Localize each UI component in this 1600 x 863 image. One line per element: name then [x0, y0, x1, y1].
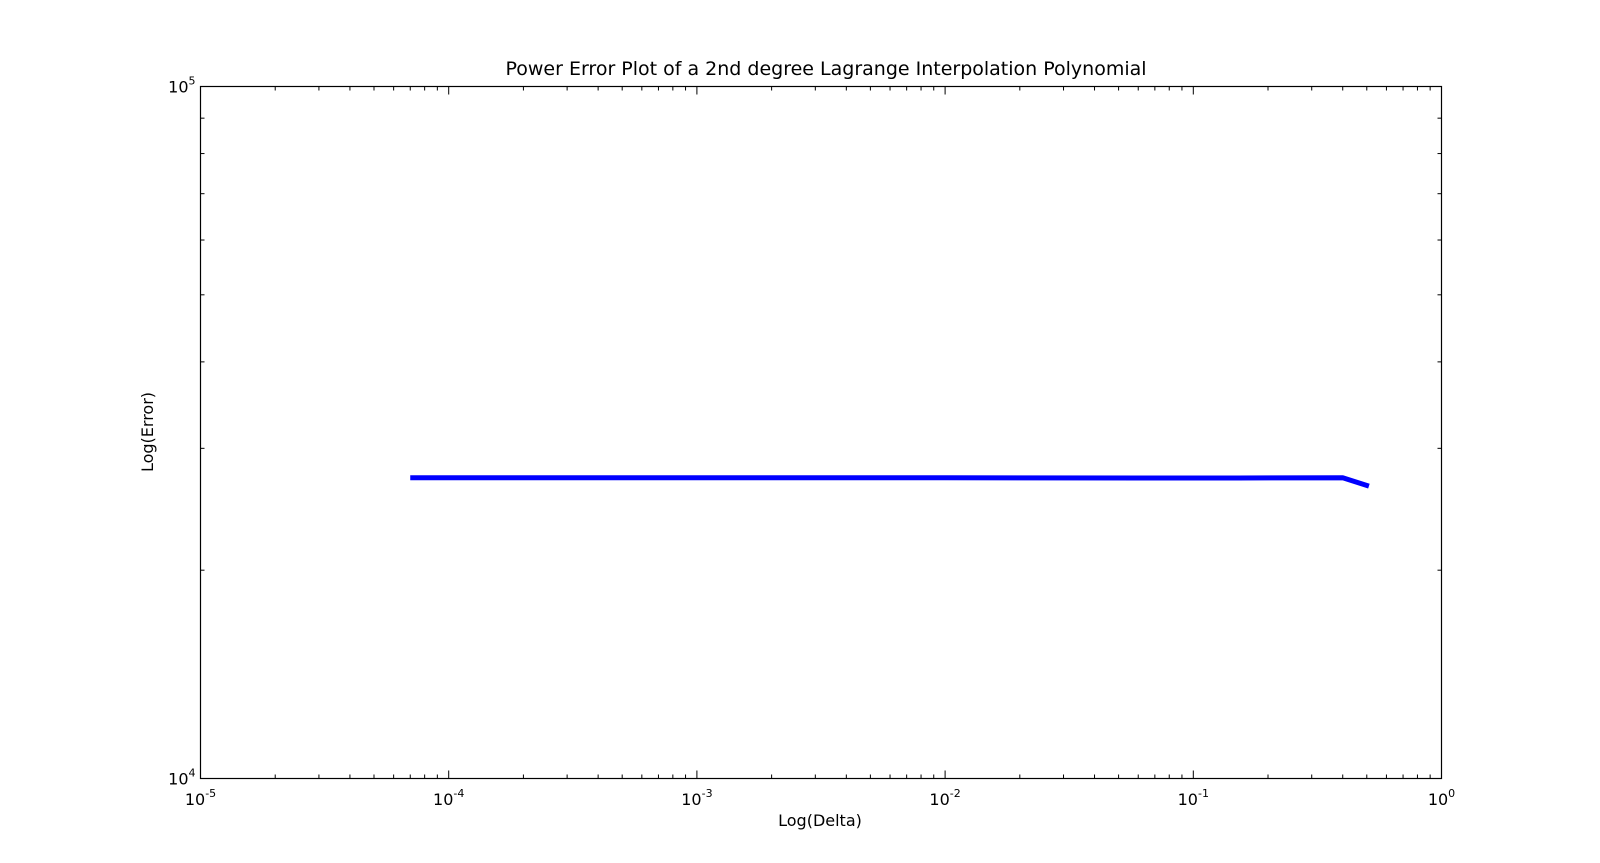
x-tick-base: 10 [433, 790, 453, 809]
x-tick-exponent: -1 [1198, 787, 1209, 800]
x-tick-exponent: -2 [950, 787, 961, 800]
x-tick-base: 10 [1428, 790, 1448, 809]
x-tick-exponent: -5 [205, 787, 216, 800]
x-tick-exponent: -3 [702, 787, 713, 800]
x-tick-label: 10-4 [433, 787, 464, 809]
x-tick-labels: 10-5 10-4 10-3 10-2 10-1 100 [185, 787, 1455, 809]
chart-title: Power Error Plot of a 2nd degree Lagrang… [505, 58, 1146, 80]
plot-frame [199, 85, 1443, 780]
series-line-0 [410, 475, 1370, 489]
x-tick-label: 10-1 [1178, 787, 1209, 809]
x-tick-label: 10-3 [681, 787, 712, 809]
y-tick-exponent: 5 [189, 75, 196, 88]
y-tick-base: 10 [168, 770, 188, 789]
x-tick-base: 10 [929, 790, 949, 809]
x-tick-base: 10 [681, 790, 701, 809]
x-axis-label: Log(Delta) [778, 811, 862, 830]
x-tick-exponent: -4 [453, 787, 464, 800]
y-tick-base: 10 [168, 78, 188, 97]
x-tick-label: 10-2 [929, 787, 960, 809]
series-group [410, 475, 1370, 489]
minor-ticks [200, 86, 1442, 779]
x-tick-base: 10 [185, 790, 205, 809]
x-tick-exponent: 0 [1448, 787, 1455, 800]
x-tick-label: 100 [1428, 787, 1455, 809]
x-tick-label: 10-5 [185, 787, 216, 809]
y-tick-label: 104 [168, 767, 195, 789]
y-axis-label: Log(Error) [138, 392, 157, 472]
y-tick-label: 105 [168, 75, 195, 97]
x-tick-base: 10 [1178, 790, 1198, 809]
y-tick-exponent: 4 [189, 767, 196, 780]
